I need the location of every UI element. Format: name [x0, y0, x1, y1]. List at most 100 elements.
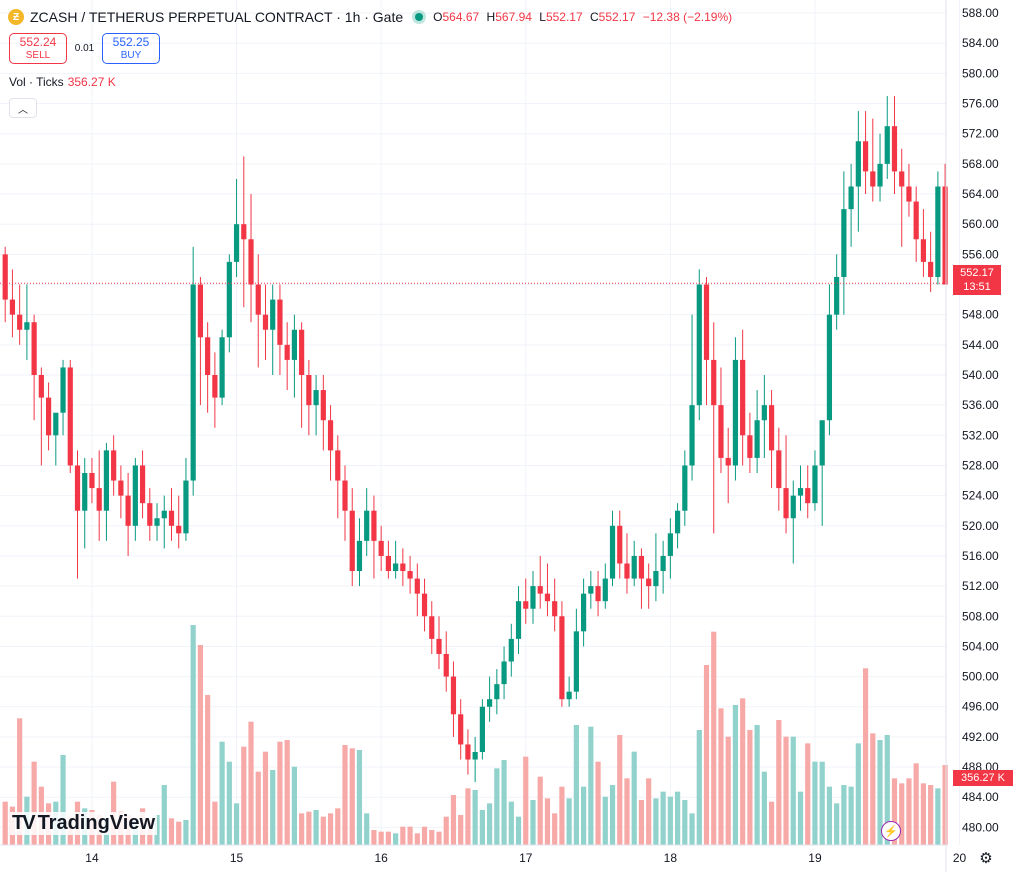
time-axis[interactable]: 14 15 16 17 18 19 20	[0, 844, 967, 865]
candle	[132, 457, 138, 541]
candle	[877, 133, 883, 202]
candle	[703, 276, 710, 406]
symbol-title[interactable]: ZCASH / TETHERUS PERPETUAL CONTRACT · 1h…	[30, 9, 404, 25]
candle-body	[855, 141, 861, 187]
volume-bar	[631, 751, 637, 845]
candle-body	[884, 126, 890, 164]
ohlc-values: O564.67 H567.94 L552.17 C552.17 −12.38 (…	[433, 10, 736, 24]
volume-bar	[732, 705, 739, 845]
volume-bar	[725, 736, 731, 845]
volume-bar	[277, 741, 283, 845]
candle	[190, 246, 196, 496]
candle	[161, 495, 167, 549]
candle	[277, 284, 283, 375]
candle	[797, 465, 804, 511]
volume-bar	[617, 735, 623, 845]
candle	[233, 178, 240, 277]
candle	[205, 322, 211, 413]
candle-body	[450, 676, 457, 715]
open-label: O	[433, 10, 443, 24]
candle	[740, 329, 746, 466]
candle-body	[479, 706, 485, 752]
volume-legend[interactable]: Vol · Ticks 356.27 K	[9, 75, 116, 89]
collapse-legend-button[interactable]: ︿	[9, 98, 37, 118]
candle	[855, 111, 861, 232]
tradingview-logo[interactable]: TV TradingView	[10, 812, 158, 835]
candle-body	[797, 488, 804, 496]
gear-icon[interactable]: ⚙	[979, 850, 993, 867]
candle	[364, 488, 370, 556]
candle-body	[718, 405, 724, 458]
volume-bar	[646, 778, 652, 845]
candle	[147, 488, 153, 541]
sell-label: SELL	[25, 50, 51, 61]
volume-bar	[544, 798, 551, 845]
volume-bar	[711, 631, 717, 845]
volume-bar	[899, 783, 905, 845]
time-tick-label: 16	[374, 851, 388, 865]
candle-body	[219, 337, 225, 398]
candle	[342, 465, 348, 541]
sell-button[interactable]: 552.24 SELL	[9, 33, 67, 64]
candle-body	[393, 563, 399, 572]
candle	[241, 156, 247, 308]
candle-body	[299, 329, 305, 375]
candle-body	[103, 450, 110, 511]
volume-bar	[638, 800, 645, 845]
candle-body	[414, 578, 420, 594]
volume-bar	[17, 718, 23, 845]
candle-body	[631, 555, 637, 579]
volume-bar	[870, 733, 876, 845]
candle-body	[400, 563, 406, 572]
price-tick-label: 548.00	[962, 308, 999, 322]
candle	[118, 465, 124, 519]
volume-bar	[754, 725, 760, 845]
candle	[450, 661, 457, 737]
volume-bar	[595, 761, 601, 845]
buy-button[interactable]: 552.25 BUY	[102, 33, 160, 64]
candle	[255, 254, 261, 368]
candle-body	[515, 601, 522, 639]
volume-bar	[349, 748, 355, 845]
candle-body	[841, 209, 847, 277]
candle	[602, 563, 608, 609]
volume-bar	[168, 818, 175, 845]
price-axis[interactable]: 480.00484.00488.00492.00496.00500.00504.…	[945, 0, 999, 872]
open-value: 564.67	[442, 10, 480, 24]
volume-bar	[2, 801, 8, 845]
candle	[819, 420, 825, 526]
volume-bar	[718, 708, 724, 845]
price-tick-label: 572.00	[962, 127, 999, 141]
last-price-tag: 552.17 13:51	[953, 265, 1001, 295]
volume-bar	[667, 796, 673, 845]
volume-bar	[183, 820, 189, 845]
volume-bar	[487, 803, 493, 845]
lightning-icon[interactable]: ⚡	[881, 821, 901, 841]
candle-body	[494, 684, 500, 700]
candle	[284, 322, 290, 391]
volume-bar	[458, 815, 464, 845]
change-value: −12.38 (−2.19%)	[642, 10, 733, 24]
candle-body	[277, 299, 283, 345]
candle	[154, 503, 160, 541]
candle-body	[118, 480, 124, 496]
volume-bar	[60, 755, 66, 845]
volume-bar	[935, 788, 941, 845]
candle	[458, 699, 464, 760]
candle-body	[9, 299, 16, 315]
candle-body	[942, 186, 948, 285]
volume-bar	[703, 665, 710, 845]
volume-bar	[255, 771, 261, 845]
candle	[17, 284, 23, 345]
candle-body	[205, 337, 211, 375]
candle-body	[609, 525, 616, 579]
candle-body	[805, 488, 811, 504]
volume-bar	[689, 813, 695, 845]
candle-body	[2, 254, 8, 300]
volume-bar	[848, 786, 854, 845]
candle-body	[197, 284, 204, 338]
candle	[226, 254, 232, 353]
price-tick-label: 520.00	[962, 519, 999, 533]
volume-bar	[740, 698, 746, 845]
